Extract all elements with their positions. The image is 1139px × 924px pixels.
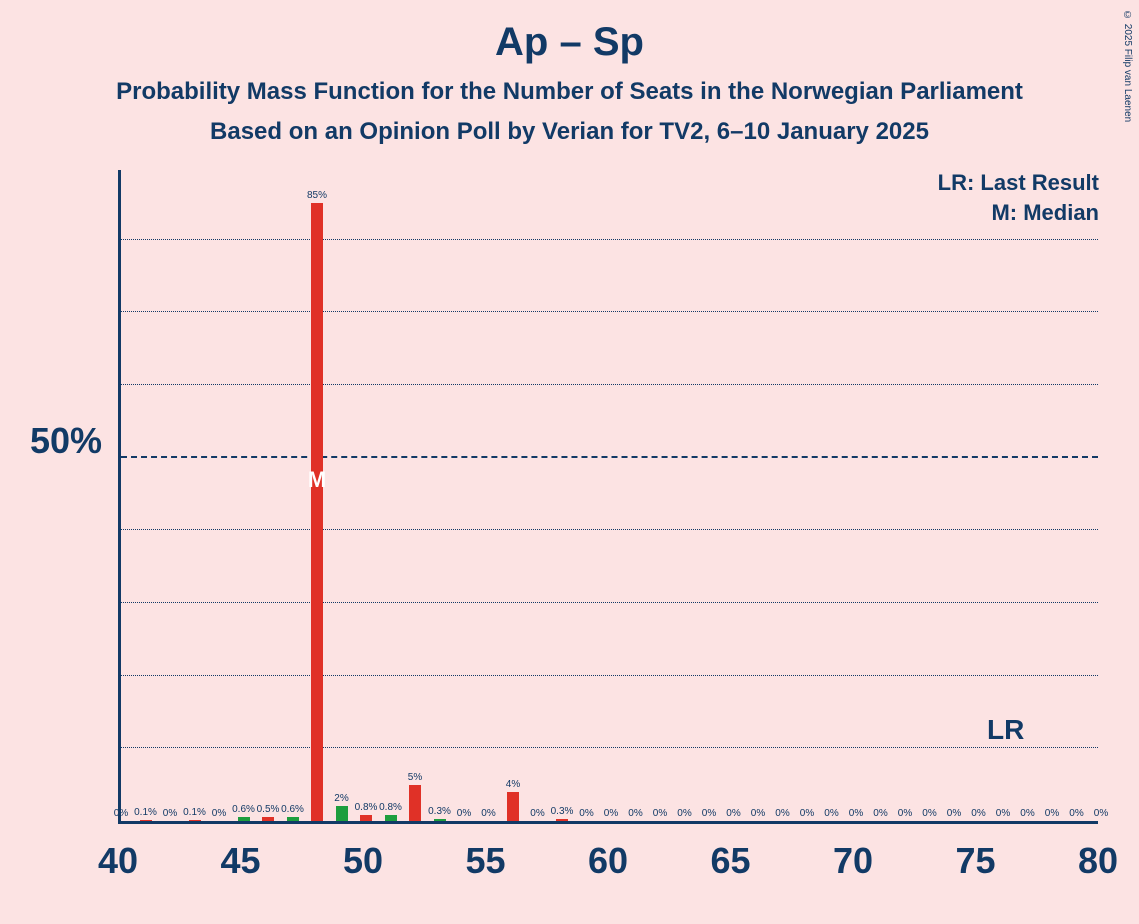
bar-43: 0.1% bbox=[189, 820, 201, 821]
x-tick-55: 55 bbox=[465, 840, 505, 882]
bar-45: 0.6% bbox=[238, 817, 250, 821]
x-tick-65: 65 bbox=[710, 840, 750, 882]
bar-label-58: 0.3% bbox=[551, 806, 574, 817]
bar-label-41: 0.1% bbox=[134, 807, 157, 818]
bar-50: 0.8% bbox=[360, 815, 372, 821]
bar-label-55: 0% bbox=[481, 808, 495, 819]
bar-label-45: 0.6% bbox=[232, 804, 255, 815]
grid-minor bbox=[121, 239, 1098, 240]
bar-46: 0.5% bbox=[262, 817, 274, 821]
bar-label-54: 0% bbox=[457, 808, 471, 819]
bar-label-61: 0% bbox=[628, 808, 642, 819]
bar-label-52: 5% bbox=[408, 772, 422, 783]
chart-area: 0%0.1%0%0.1%0%0.6%0.5%0.6%85%2%0.8%0.8%5… bbox=[118, 170, 1098, 824]
bar-label-42: 0% bbox=[163, 808, 177, 819]
bar-51: 0.8% bbox=[385, 815, 397, 821]
bar-label-74: 0% bbox=[947, 808, 961, 819]
x-tick-40: 40 bbox=[98, 840, 138, 882]
chart-title: Ap – Sp bbox=[0, 20, 1139, 65]
bar-49: 2% bbox=[336, 806, 348, 821]
bar-label-46: 0.5% bbox=[257, 804, 280, 815]
bar-52: 5% bbox=[409, 785, 421, 821]
bar-label-53: 0.3% bbox=[428, 806, 451, 817]
copyright-text: © 2025 Filip van Laenen bbox=[1122, 10, 1133, 122]
bar-label-72: 0% bbox=[898, 808, 912, 819]
grid-major bbox=[121, 456, 1098, 458]
bar-label-80: 0% bbox=[1094, 808, 1108, 819]
bar-label-75: 0% bbox=[971, 808, 985, 819]
lr-marker: LR bbox=[987, 714, 1024, 746]
bar-label-71: 0% bbox=[873, 808, 887, 819]
y-axis-label-50: 50% bbox=[30, 420, 102, 462]
bar-label-69: 0% bbox=[824, 808, 838, 819]
x-tick-60: 60 bbox=[588, 840, 628, 882]
bar-label-57: 0% bbox=[530, 808, 544, 819]
bar-label-48: 85% bbox=[307, 190, 327, 201]
grid-minor bbox=[121, 384, 1098, 385]
grid-minor bbox=[121, 529, 1098, 530]
bar-53: 0.3% bbox=[434, 819, 446, 821]
chart-subtitle-2: Based on an Opinion Poll by Verian for T… bbox=[0, 118, 1139, 146]
bar-label-43: 0.1% bbox=[183, 807, 206, 818]
bar-label-62: 0% bbox=[653, 808, 667, 819]
bar-label-78: 0% bbox=[1045, 808, 1059, 819]
bar-label-50: 0.8% bbox=[355, 802, 378, 813]
bar-58: 0.3% bbox=[556, 819, 568, 821]
bar-label-60: 0% bbox=[604, 808, 618, 819]
bar-label-51: 0.8% bbox=[379, 802, 402, 813]
bar-label-73: 0% bbox=[922, 808, 936, 819]
x-tick-45: 45 bbox=[220, 840, 260, 882]
bar-label-70: 0% bbox=[849, 808, 863, 819]
bar-label-66: 0% bbox=[751, 808, 765, 819]
bar-label-40: 0% bbox=[114, 808, 128, 819]
bar-41: 0.1% bbox=[140, 820, 152, 821]
grid-minor bbox=[121, 675, 1098, 676]
grid-minor bbox=[121, 747, 1098, 748]
grid-minor bbox=[121, 602, 1098, 603]
x-tick-70: 70 bbox=[833, 840, 873, 882]
bar-48: 85% bbox=[311, 203, 323, 821]
bar-label-59: 0% bbox=[579, 808, 593, 819]
x-tick-75: 75 bbox=[955, 840, 995, 882]
bar-label-65: 0% bbox=[726, 808, 740, 819]
x-tick-80: 80 bbox=[1078, 840, 1118, 882]
bar-56: 4% bbox=[507, 792, 519, 821]
x-tick-50: 50 bbox=[343, 840, 383, 882]
bar-label-63: 0% bbox=[677, 808, 691, 819]
bar-label-76: 0% bbox=[996, 808, 1010, 819]
bar-label-79: 0% bbox=[1069, 808, 1083, 819]
bar-label-64: 0% bbox=[702, 808, 716, 819]
median-marker: M bbox=[308, 467, 326, 493]
bar-label-44: 0% bbox=[212, 808, 226, 819]
bar-label-56: 4% bbox=[506, 779, 520, 790]
bar-label-49: 2% bbox=[334, 793, 348, 804]
bar-label-47: 0.6% bbox=[281, 804, 304, 815]
bar-47: 0.6% bbox=[287, 817, 299, 821]
chart-subtitle-1: Probability Mass Function for the Number… bbox=[0, 78, 1139, 106]
bar-label-67: 0% bbox=[775, 808, 789, 819]
grid-minor bbox=[121, 311, 1098, 312]
bar-label-68: 0% bbox=[800, 808, 814, 819]
bar-label-77: 0% bbox=[1020, 808, 1034, 819]
